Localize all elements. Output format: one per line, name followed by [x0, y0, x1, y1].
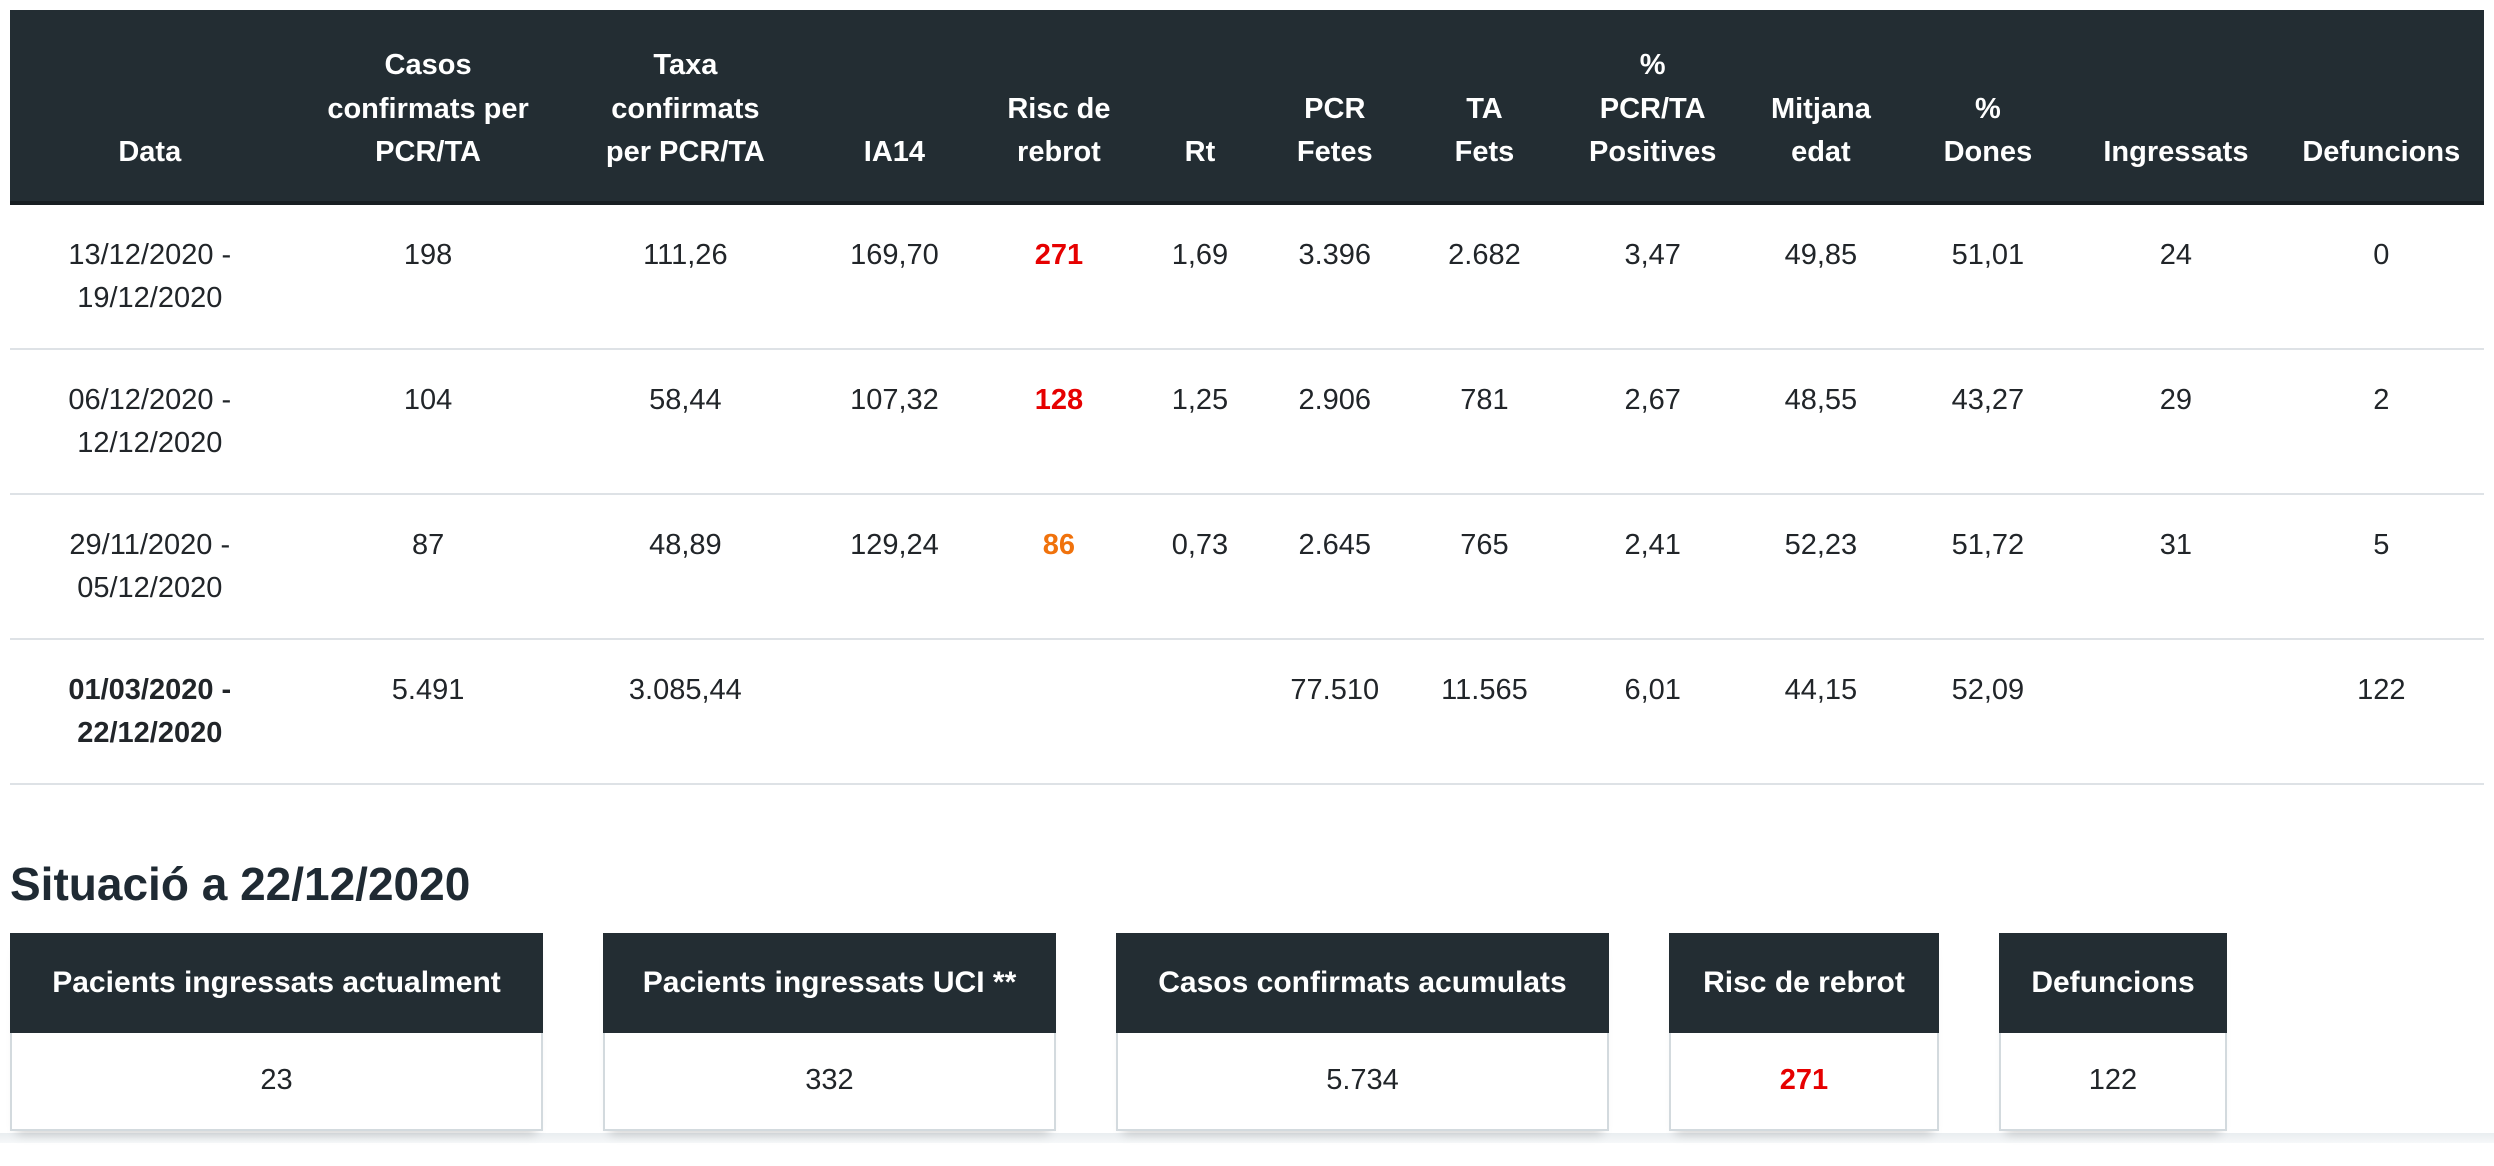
table-cell: 2	[2278, 348, 2484, 495]
table-cell: 48,55	[1739, 348, 1903, 495]
risc-rebrot-cell: 86	[984, 493, 1134, 640]
table-cell: 2.645	[1266, 493, 1403, 640]
column-header-casos-confirmats: Casos confirmats per PCR/TA	[289, 10, 567, 205]
table-cell: 49,85	[1739, 202, 1903, 350]
table-cell: 43,27	[1902, 348, 2074, 495]
table-cell: 11.565	[1402, 638, 1567, 785]
table-cell: 5.491	[289, 638, 567, 785]
table-cell: 0,73	[1133, 493, 1267, 640]
header-row: Data Casos confirmats per PCR/TA Taxa co…	[10, 10, 2484, 205]
next-section-edge	[0, 1132, 2494, 1143]
table-cell: 169,70	[804, 202, 985, 350]
stat-card-value: 5.734	[1326, 1064, 1399, 1096]
date-range-cell: 06/12/2020 - 12/12/2020	[10, 348, 290, 495]
table-cell: 765	[1402, 493, 1567, 640]
date-range-cell: 13/12/2020 - 19/12/2020	[10, 202, 290, 350]
table-cell: 6,01	[1566, 638, 1740, 785]
table-header: Data Casos confirmats per PCR/TA Taxa co…	[10, 10, 2484, 205]
table-body: 13/12/2020 - 19/12/2020 198 111,26 169,7…	[10, 202, 2484, 785]
risc-rebrot-cell: 271	[984, 202, 1134, 350]
table-cell: 111,26	[566, 202, 805, 350]
table-cell: 3.396	[1266, 202, 1403, 350]
column-header-ta-fets: TA Fets	[1402, 10, 1567, 205]
table-cell: 781	[1402, 348, 1567, 495]
table-cell: 58,44	[566, 348, 805, 495]
table-cell: 2,67	[1566, 348, 1740, 495]
table-cell: 2,41	[1566, 493, 1740, 640]
stat-card-header: Defuncions	[1999, 932, 2227, 1033]
risc-rebrot-cell: 128	[984, 348, 1134, 495]
table-cell: 24	[2073, 202, 2279, 350]
weekly-covid-table: Data Casos confirmats per PCR/TA Taxa co…	[10, 10, 2484, 785]
table-cell: 129,24	[804, 493, 985, 640]
column-header-rt: Rt	[1133, 10, 1267, 205]
table-cell: 31	[2073, 493, 2279, 640]
table-cell	[2073, 638, 2279, 785]
table-cell	[804, 638, 985, 785]
table-cell: 198	[289, 202, 567, 350]
risc-rebrot-cell	[984, 638, 1134, 785]
stat-card-value: 23	[260, 1064, 293, 1096]
column-header-ia14: IA14	[804, 10, 985, 205]
table-cell: 48,89	[566, 493, 805, 640]
stat-card-risc-de-rebrot: Risc de rebrot 271	[1669, 932, 1939, 1131]
table-cell: 2.682	[1402, 202, 1567, 350]
table-cell: 77.510	[1266, 638, 1403, 785]
stat-card-header: Risc de rebrot	[1669, 932, 1939, 1033]
stat-card-pacients-ingressats: Pacients ingressats actualment 23	[10, 932, 543, 1131]
column-header-taxa-confirmats: Taxa confirmats per PCR/TA	[566, 10, 805, 205]
table-cell: 5	[2278, 493, 2484, 640]
table-cell: 104	[289, 348, 567, 495]
table-cell: 51,01	[1902, 202, 2074, 350]
table-row-week-3: 29/11/2020 - 05/12/2020 87 48,89 129,24 …	[10, 493, 2484, 640]
column-header-pcr-fetes: PCR Fetes	[1266, 10, 1403, 205]
column-header-risc-de-rebrot: Risc de rebrot	[984, 10, 1134, 205]
table-cell: 0	[2278, 202, 2484, 350]
table-cell: 3,47	[1566, 202, 1740, 350]
date-range-cell: 01/03/2020 - 22/12/2020	[10, 638, 290, 785]
column-header-ingressats: Ingressats	[2073, 10, 2279, 205]
table-cell: 44,15	[1739, 638, 1903, 785]
column-header-mitjana-edat: Mitjana edat	[1739, 10, 1903, 205]
stat-card-value: 271	[1779, 1064, 1829, 1096]
table-cell: 3.085,44	[566, 638, 805, 785]
table-total-row: 01/03/2020 - 22/12/2020 5.491 3.085,44 7…	[10, 638, 2484, 785]
table-cell: 1,25	[1133, 348, 1267, 495]
column-header-data: Data	[10, 10, 290, 205]
date-range-cell: 29/11/2020 - 05/12/2020	[10, 493, 290, 640]
stat-card-value: 332	[805, 1064, 854, 1096]
stat-card-casos-acumulats: Casos confirmats acumulats 5.734	[1116, 932, 1609, 1131]
table-row-week-1: 13/12/2020 - 19/12/2020 198 111,26 169,7…	[10, 202, 2484, 350]
table-cell: 52,23	[1739, 493, 1903, 640]
table-cell: 122	[2278, 638, 2484, 785]
column-header-pct-positives: % PCR/TA Positives	[1566, 10, 1740, 205]
stat-card-header: Pacients ingressats UCI **	[603, 932, 1056, 1033]
stat-card-header: Casos confirmats acumulats	[1116, 932, 1609, 1033]
stat-card-ingressats-uci: Pacients ingressats UCI ** 332	[603, 932, 1056, 1131]
column-header-pct-dones: % Dones	[1902, 10, 2074, 205]
stat-card-value: 122	[2088, 1064, 2138, 1096]
table-cell: 87	[289, 493, 567, 640]
table-cell: 52,09	[1902, 638, 2074, 785]
situation-cards: Pacients ingressats actualment 23 Pacien…	[10, 932, 2484, 1131]
table-cell: 29	[2073, 348, 2279, 495]
table-cell: 1,69	[1133, 202, 1267, 350]
stat-card-defuncions: Defuncions 122	[1999, 932, 2227, 1131]
table-row-week-2: 06/12/2020 - 12/12/2020 104 58,44 107,32…	[10, 348, 2484, 495]
table-cell: 2.906	[1266, 348, 1403, 495]
table-cell	[1133, 638, 1267, 785]
table-cell: 51,72	[1902, 493, 2074, 640]
column-header-defuncions: Defuncions	[2278, 10, 2484, 205]
table-cell: 107,32	[804, 348, 985, 495]
stat-card-header: Pacients ingressats actualment	[10, 932, 543, 1033]
situation-heading: Situació a 22/12/2020	[10, 857, 471, 910]
